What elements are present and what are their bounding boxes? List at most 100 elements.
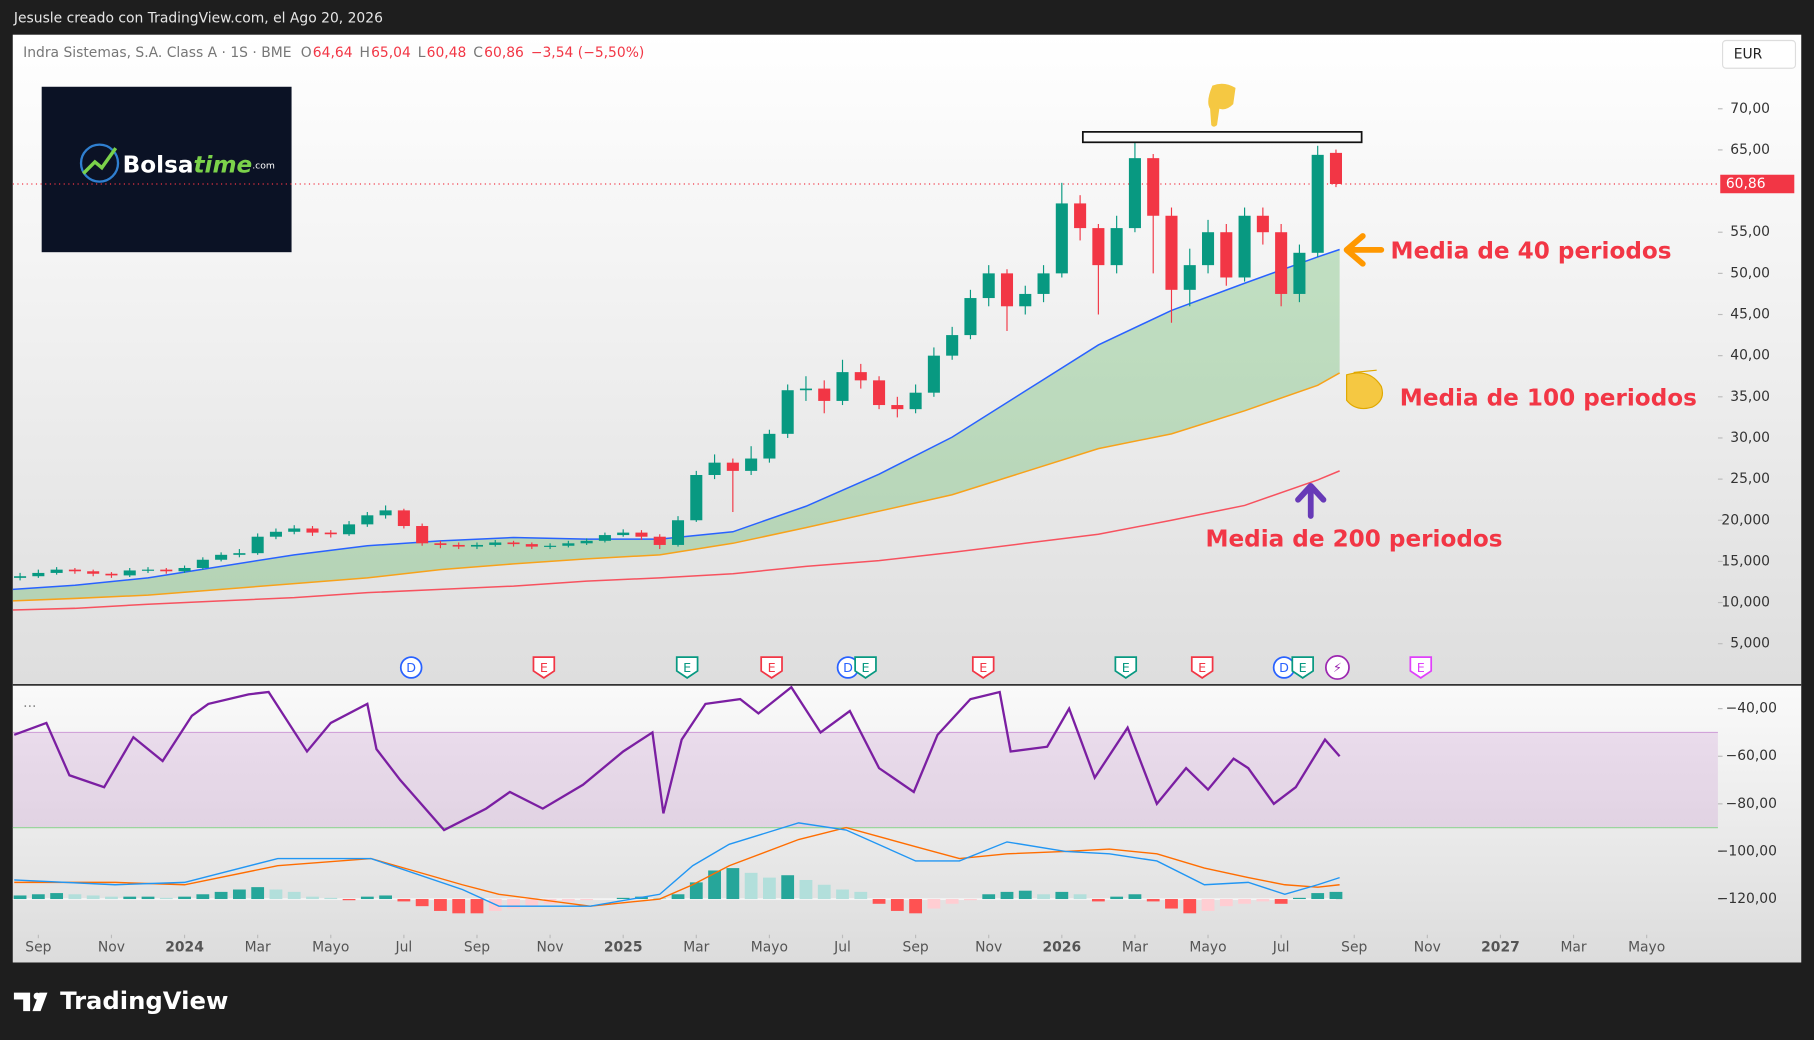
plot: 5,000 10,000 15,000 20,000 25,00 30,00 35,00 40… [12, 101, 1795, 955]
candle-body [1165, 215, 1178, 290]
ohlc-value: 64,64 [313, 45, 353, 61]
candle-body [1000, 273, 1014, 307]
y-tick-label: −120,00 [1717, 891, 1777, 907]
candle-body [1256, 215, 1269, 233]
hist-bar [434, 899, 447, 911]
hist-bar [1219, 899, 1233, 907]
event-label: E [1122, 660, 1130, 675]
last-price-label: 60,86 [1726, 176, 1766, 192]
candle-body [233, 553, 246, 555]
oscillator-line [13, 685, 1341, 832]
candle-body [927, 355, 940, 393]
price-change: −3,54 (−5,50%) [531, 45, 644, 61]
hist-bar [1329, 891, 1343, 900]
x-tick-label: 2024 [165, 939, 204, 955]
candle-body [854, 372, 867, 381]
logo-c: .com [252, 160, 275, 171]
currency-box[interactable] [1721, 39, 1797, 69]
y-tick-label: 5,000 [1730, 636, 1770, 652]
hist-bar [1055, 891, 1069, 900]
y-tick-label: 10,000 [1721, 595, 1770, 611]
hist-bar [1293, 897, 1306, 900]
candle-body [598, 535, 611, 541]
price-pane [12, 141, 1718, 611]
x-tick-label: Sep [1341, 939, 1367, 955]
candle-body [726, 462, 739, 471]
caption: Jesusle creado con TradingView.com, el A… [13, 11, 383, 27]
ma-band-fill [12, 249, 1340, 601]
candle-body [1147, 158, 1160, 216]
hist-bar [1201, 899, 1215, 911]
event-label: D [1279, 660, 1289, 675]
hist-bar [817, 884, 831, 900]
candle-body [416, 526, 429, 544]
candle-body [269, 531, 282, 537]
hand-icon [1208, 83, 1236, 127]
hist-bar [86, 895, 100, 900]
candle-body [87, 571, 100, 574]
candle-body [617, 532, 630, 536]
event-marker [532, 656, 556, 679]
hist-bar [1274, 899, 1288, 904]
candle-body [745, 458, 758, 471]
hist-bar [507, 899, 520, 909]
ohlc-key: L [418, 45, 426, 61]
x-tick-label: Mayo [1189, 939, 1226, 955]
candle-body [141, 569, 155, 571]
resistance-box [1081, 131, 1363, 144]
x-tick-label: Mar [1560, 939, 1586, 955]
candle-body [708, 462, 721, 475]
candle-body [215, 554, 228, 560]
moving-average [12, 248, 1340, 591]
candle-body [964, 298, 977, 336]
x-tick-label: Nov [1414, 939, 1441, 955]
hist-bar [232, 889, 246, 900]
candle-body [1037, 273, 1050, 294]
hist-bar [781, 875, 795, 900]
candle-body [580, 540, 593, 544]
pane-menu[interactable]: ··· [23, 699, 36, 715]
candle-body [909, 392, 922, 410]
candle-body [525, 544, 538, 547]
hist-bar [123, 896, 137, 900]
currency[interactable]: EUR [1734, 46, 1763, 62]
macd-signal [14, 826, 1340, 907]
candle-body [288, 528, 301, 532]
hist-bar [105, 896, 118, 900]
hist-bar [159, 897, 173, 900]
candle-body [690, 474, 703, 521]
hist-bar [251, 887, 265, 900]
hist-bar [1146, 899, 1160, 902]
hist-bar [763, 877, 776, 900]
ohlc-value: 65,04 [371, 45, 411, 61]
candle-body [1183, 265, 1196, 290]
lower-pane [12, 684, 1802, 963]
hist-bar [360, 896, 374, 900]
candle-body [781, 390, 794, 434]
hist-bar [470, 899, 484, 914]
event-label: D [406, 660, 416, 675]
hist-bar [1000, 891, 1014, 900]
arrow-left [1343, 233, 1385, 267]
x-tick-label: Nov [537, 939, 564, 955]
event-label: E [862, 660, 870, 675]
hist-bar [1128, 894, 1142, 900]
candle-body [361, 515, 374, 525]
x-tick-label: Jul [395, 939, 413, 955]
indicator-pane [12, 685, 1718, 914]
x-tick-label: 2025 [604, 939, 643, 955]
candle-body [50, 569, 63, 573]
candle-body [836, 372, 849, 401]
hist-bar [1256, 899, 1270, 902]
x-tick-label: Nov [98, 939, 125, 955]
event-marker [971, 656, 995, 679]
candle-body [434, 543, 447, 545]
hist-bar [836, 889, 849, 900]
hist-bar [1183, 899, 1197, 914]
moving-average [12, 470, 1340, 611]
candle-body [105, 573, 118, 576]
candle-body [32, 572, 45, 577]
hist-bar [13, 895, 27, 900]
x-tick-label: Mayo [751, 939, 788, 955]
